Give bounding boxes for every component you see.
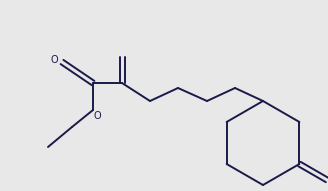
- Text: O: O: [94, 111, 102, 121]
- Text: O: O: [51, 55, 58, 65]
